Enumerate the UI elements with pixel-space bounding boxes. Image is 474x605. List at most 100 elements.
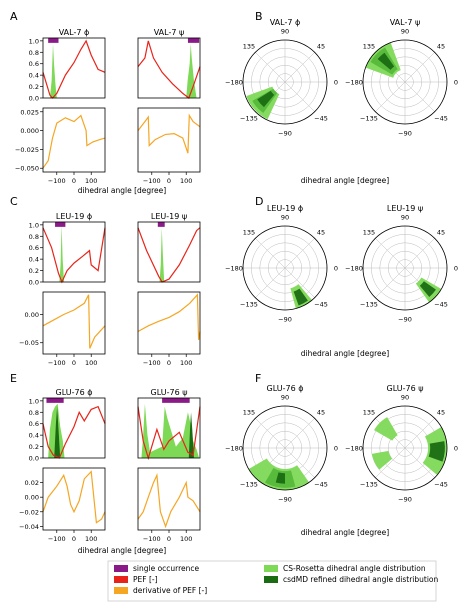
polar-spoke: [255, 418, 286, 449]
polar-tick-label: 135: [363, 408, 375, 416]
axes-frame: [42, 221, 106, 283]
polar-tick-label: 0: [334, 265, 338, 273]
polar-tick-label: −45: [314, 481, 328, 489]
polar-spoke: [284, 267, 315, 298]
polar-tick-label: 0: [454, 79, 458, 87]
polar-tick-label: 135: [243, 228, 255, 236]
x-tick-label: 0: [72, 359, 76, 367]
polar-tick-label: −180: [345, 445, 363, 453]
polar-spoke: [284, 52, 315, 83]
distribution-wedge: [428, 441, 445, 462]
polar-spoke: [404, 238, 435, 269]
subplot-title: VAL-7 ϕ: [59, 28, 90, 37]
polar-spoke: [404, 418, 435, 449]
pef-line: [42, 39, 106, 99]
polar-tick-label: −180: [225, 445, 243, 453]
y-tick-label: 0.0: [29, 279, 39, 287]
polar-frame: [242, 225, 328, 311]
legend-swatch: [114, 576, 128, 583]
pef-derivative-line: [42, 114, 106, 169]
polar-title: GLU-76 ψ: [387, 384, 424, 393]
polar-tick-label: 0: [334, 445, 338, 453]
y-tick-label: 0.00: [25, 494, 39, 502]
y-tick-label: 0.6: [29, 244, 39, 252]
polar-spoke: [284, 447, 315, 478]
polar-tick-label: 90: [401, 28, 409, 36]
y-tick-label: 0.8: [29, 233, 39, 241]
single-occurrence-bar: [187, 37, 200, 43]
polar-F: 90 45 0 −45 −90 −135 −180 135 GLU-76 ψ: [345, 384, 458, 504]
polar-B: 90 45 0 −45 −90 −135 −180 135 VAL-7 ψ: [345, 18, 458, 138]
polar-tick-label: 45: [437, 228, 445, 236]
y-tick-label: 0.4: [29, 432, 39, 440]
y-tick-label: 0.8: [29, 409, 39, 417]
y-tick-label: 0.4: [29, 256, 39, 264]
polar-tick-label: 45: [317, 42, 325, 50]
panel-letter: C: [10, 195, 18, 208]
polar-frame: [362, 405, 448, 491]
pef-line: [137, 227, 201, 283]
single-occurrence-bar: [55, 221, 66, 227]
cs-rosetta-distribution: [49, 43, 57, 98]
x-tick-label: 0: [167, 535, 171, 543]
polar-F: 90 45 0 −45 −90 −135 −180 135 GLU-76 ϕ: [225, 384, 338, 504]
polar-spoke: [375, 447, 406, 478]
polar-spoke: [404, 447, 435, 478]
x-tick-label: 100: [180, 535, 192, 543]
polar-tick-label: −135: [240, 115, 258, 123]
polar-tick-label: 90: [401, 214, 409, 222]
polar-title: LEU-19 ψ: [387, 204, 423, 213]
subplot-title: LEU-19 ψ: [151, 212, 187, 221]
x-tick-label: 0: [72, 535, 76, 543]
polar-tick-label: −90: [278, 316, 292, 324]
x-tick-label: −100: [143, 177, 161, 185]
single-occurrence-bar: [48, 37, 59, 43]
x-tick-label: 100: [85, 177, 97, 185]
polar-tick-label: −180: [345, 265, 363, 273]
panel-letter: A: [10, 10, 18, 23]
polar-tick-label: −135: [240, 301, 258, 309]
polar-tick-label: −90: [398, 496, 412, 504]
distribution-wedge: [257, 90, 275, 108]
polar-tick-label: −180: [225, 79, 243, 87]
polar-tick-label: −45: [434, 481, 448, 489]
plot-E-deriv: −100 0 100: [137, 467, 201, 543]
polar-tick-label: −45: [314, 301, 328, 309]
csdmd-distribution: [188, 412, 194, 458]
y-tick-label: 0.000: [20, 127, 39, 135]
polar-tick-label: −135: [360, 301, 378, 309]
polar-tick-label: 0: [454, 265, 458, 273]
legend: single occurrence PEF [-] derivative of PE…: [107, 560, 438, 602]
plot-A-pef: VAL-7 ψ: [137, 28, 201, 99]
axes-frame: [42, 397, 106, 459]
polar-spoke: [255, 52, 286, 83]
plot-C-deriv: −0.05 0.00 −100 0 100: [19, 291, 106, 367]
plot-E-pef: GLU-76 ψ: [137, 388, 201, 461]
polar-frame: [362, 39, 448, 125]
polar-tick-label: −90: [278, 496, 292, 504]
plot-C-pef: LEU-19 ψ: [137, 212, 201, 283]
pef-line: [137, 40, 201, 99]
polar-tick-label: 45: [317, 228, 325, 236]
plot-E-pef: 0.0 0.2 0.4 0.6 0.8 1.0 GLU-76 ϕ: [29, 388, 106, 463]
polar-spoke: [404, 81, 435, 112]
pef-line: [42, 405, 106, 459]
pef-line: [42, 227, 106, 284]
polar-tick-label: 0: [454, 445, 458, 453]
pef-derivative-line: [137, 473, 201, 529]
y-tick-label: −0.05: [19, 339, 39, 347]
polar-tick-label: −135: [360, 481, 378, 489]
y-tick-label: 0.2: [29, 267, 39, 275]
pef-derivative-line: [137, 113, 201, 154]
polar-tick-label: 45: [437, 408, 445, 416]
distribution-wedge: [377, 52, 395, 70]
y-tick-label: 0.6: [29, 420, 39, 428]
polar-tick-label: 135: [243, 42, 255, 50]
plot-E-deriv: −0.04 −0.02 0.00 0.02 −100 0 100: [19, 467, 106, 543]
panel-letter: E: [10, 372, 17, 385]
y-tick-label: 0.0: [29, 455, 39, 463]
plot-A-deriv: −0.050 −0.025 0.000 0.025 −100 0 100: [15, 107, 106, 185]
polar-tick-label: −90: [398, 316, 412, 324]
